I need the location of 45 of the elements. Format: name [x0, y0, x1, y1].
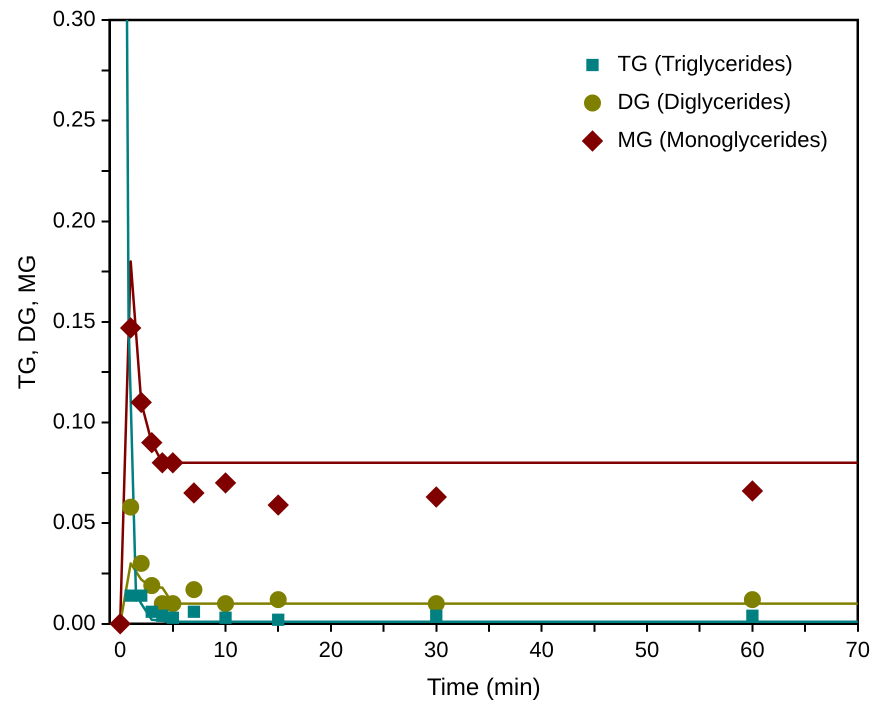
legend-label: TG (Triglycerides): [617, 51, 793, 76]
point: [185, 581, 202, 598]
point: [219, 612, 232, 624]
y-tick-label: 0.30: [52, 6, 96, 32]
point: [130, 392, 152, 413]
point: [215, 472, 236, 494]
point: [135, 589, 148, 602]
point: [270, 591, 287, 608]
x-tick-label: 50: [634, 637, 660, 662]
y-tick-label: 0.10: [52, 408, 96, 434]
x-tick-label: 60: [740, 637, 765, 662]
point: [166, 612, 179, 624]
point: [132, 554, 150, 572]
point: [122, 498, 140, 516]
point: [183, 482, 204, 504]
point: [742, 480, 763, 502]
y-tick-label: 0.15: [52, 308, 96, 333]
point: [110, 613, 131, 634]
x-tick-label: 20: [318, 637, 344, 662]
x-axis-title: Time (min): [426, 674, 541, 702]
y-tick-label: 0.25: [52, 106, 96, 132]
point: [744, 591, 761, 608]
point: [217, 595, 234, 612]
y-tick-label: 0.00: [52, 610, 96, 635]
point: [188, 606, 200, 618]
point: [272, 614, 284, 626]
point: [143, 577, 160, 594]
point: [146, 606, 158, 618]
x-tick-label: 70: [846, 637, 870, 662]
point: [430, 610, 442, 622]
point: [156, 610, 168, 622]
y-tick-label: 0.20: [52, 207, 96, 232]
x-tick-label: 10: [213, 637, 238, 662]
point: [268, 494, 289, 516]
point: [141, 432, 162, 454]
legend-label: DG (Diglycerides): [617, 89, 792, 114]
point: [746, 610, 759, 622]
point: [120, 317, 142, 338]
x-tick-label: 0: [114, 637, 126, 662]
x-tick-label: 30: [424, 637, 449, 662]
point: [426, 486, 447, 508]
y-tick-label: 0.05: [52, 509, 96, 534]
legend-label: MG (Monoglycerides): [617, 127, 828, 152]
x-tick-label: 40: [529, 637, 554, 662]
y-axis-title: TG, DG, MG: [14, 254, 42, 390]
